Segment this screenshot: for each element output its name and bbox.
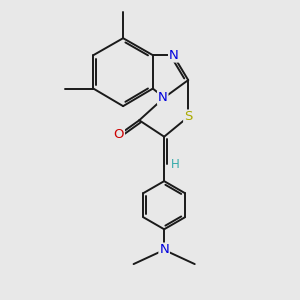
Text: O: O [114, 128, 124, 141]
Text: N: N [159, 243, 169, 256]
Text: S: S [184, 110, 192, 123]
Text: N: N [169, 49, 179, 62]
Text: H: H [170, 158, 179, 171]
Text: N: N [158, 91, 168, 104]
